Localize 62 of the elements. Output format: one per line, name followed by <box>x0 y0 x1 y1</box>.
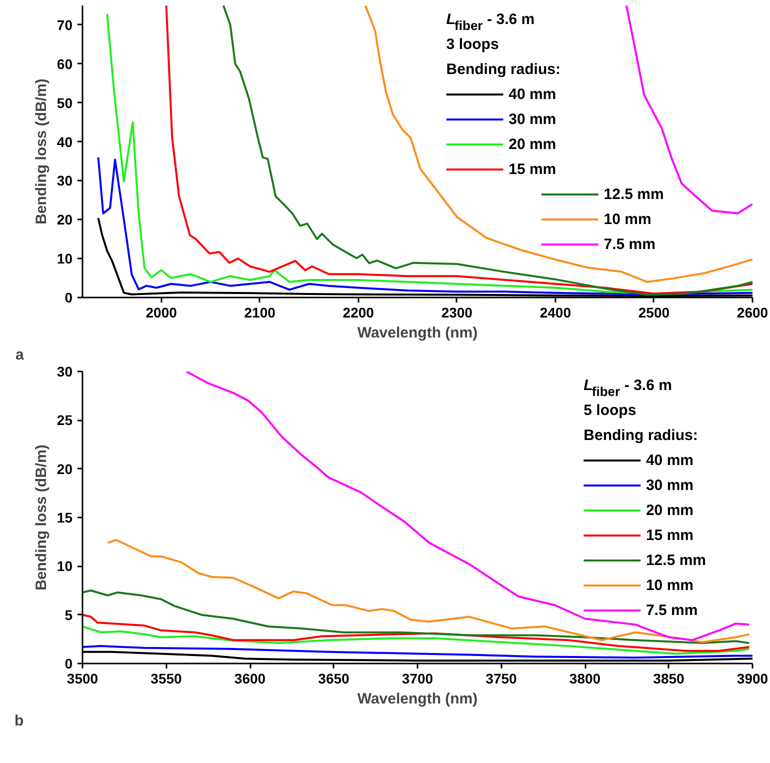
x-tick-label: 2200 <box>342 304 374 320</box>
y-tick-label: 30 <box>56 364 73 380</box>
text: a <box>16 346 24 364</box>
line-series <box>82 644 752 659</box>
legend-label: 40 mm <box>646 452 694 469</box>
legend-title: Bending radius: <box>446 61 560 78</box>
x-tick-label: 3500 <box>66 670 98 686</box>
legend-label: 10 mm <box>604 211 652 228</box>
x-tick-label: 3600 <box>234 670 266 686</box>
legend-label: 15 mm <box>508 161 556 178</box>
legend-label: 30 mm <box>646 477 694 494</box>
y-tick-label: 25 <box>56 412 73 428</box>
x-axis-title: Wavelength (nm) <box>357 324 478 342</box>
line-series <box>364 6 752 283</box>
legend-label: 20 mm <box>646 502 694 519</box>
y-tick-label: 15 <box>56 510 73 526</box>
legend-label: 12.5 mm <box>604 186 664 203</box>
y-tick-label: 20 <box>56 212 73 228</box>
x-tick-label: 3750 <box>486 670 518 686</box>
line-series <box>185 372 750 642</box>
legend-label: 7.5 mm <box>604 236 656 253</box>
x-tick-label: 2500 <box>638 304 670 320</box>
x-tick-label: 3850 <box>653 670 685 686</box>
y-tick-label: 70 <box>56 16 73 33</box>
y-tick-label: 60 <box>56 56 73 72</box>
x-tick-label: 3700 <box>402 670 434 686</box>
y-tick-label: 20 <box>56 460 73 477</box>
legend-title: Bending radius: <box>584 427 698 444</box>
y-tick-label: 30 <box>56 172 73 189</box>
y-axis-title: Bending loss (dB/m) <box>32 444 50 590</box>
x-axis-title: Wavelength (nm) <box>357 690 478 708</box>
legend-label: 12.5 mm <box>646 552 706 569</box>
legend-label: 7.5 mm <box>646 602 698 619</box>
x-tick-label: 2400 <box>540 304 572 320</box>
y-tick-label: 50 <box>56 94 73 111</box>
legend-label: 30 mm <box>508 111 556 128</box>
text: b <box>14 712 24 730</box>
x-tick-label: 3800 <box>569 670 601 686</box>
annotation: 3 loops <box>446 36 499 53</box>
line-series <box>82 614 750 652</box>
y-tick-label: 40 <box>56 134 73 150</box>
y-tick-label: 0 <box>64 656 73 672</box>
legend-label: 10 mm <box>646 577 694 594</box>
annotation: 5 loops <box>584 402 636 419</box>
x-tick-label: 3550 <box>150 670 182 686</box>
legend-label: 20 mm <box>508 136 556 153</box>
legend-label: 15 mm <box>646 527 694 544</box>
y-tick-label: 10 <box>56 250 73 267</box>
y-tick-label: 10 <box>56 558 73 574</box>
x-tick-label: 2600 <box>736 304 768 320</box>
x-tick-label: 3650 <box>318 670 350 686</box>
x-tick-label: 2300 <box>441 304 473 320</box>
y-tick-label: 5 <box>64 606 73 623</box>
y-axis-title: Bending loss (dB/m) <box>32 78 50 224</box>
x-tick-label: 2100 <box>244 304 276 320</box>
legend-label: 40 mm <box>508 86 556 103</box>
line-series <box>82 590 750 644</box>
line-series <box>106 538 750 644</box>
x-tick-label: 2000 <box>146 304 178 320</box>
line-series <box>82 626 750 655</box>
x-tick-label: 3900 <box>736 670 768 686</box>
y-tick-label: 0 <box>64 290 73 306</box>
